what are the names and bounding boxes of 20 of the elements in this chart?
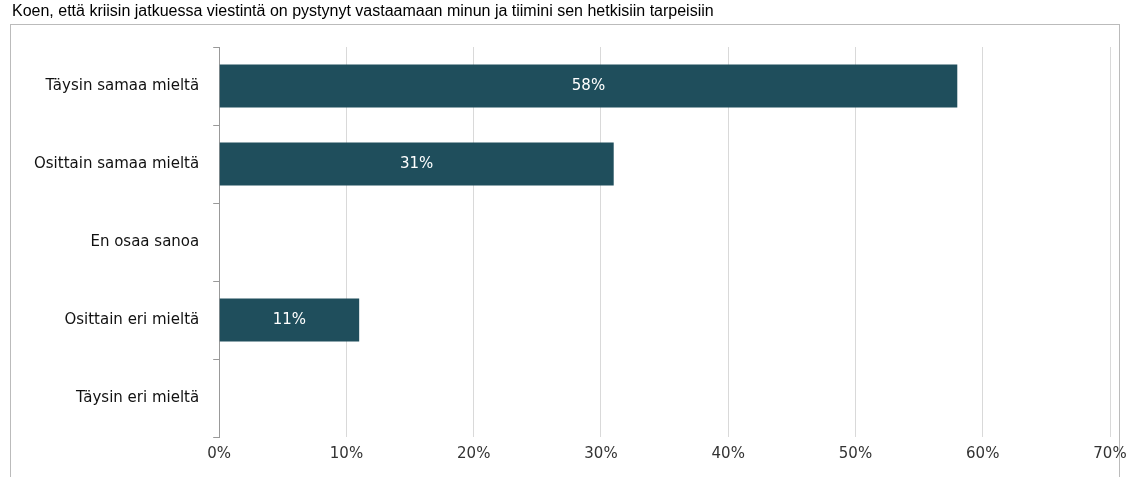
bar xyxy=(219,64,958,108)
data-label: 58% xyxy=(571,75,606,94)
x-tick-label: 50% xyxy=(838,443,873,462)
x-tick-label: 40% xyxy=(711,443,745,462)
bar xyxy=(219,142,614,186)
x-tick-label: 20% xyxy=(457,443,491,462)
x-tick-label: 30% xyxy=(584,443,618,462)
y-tick-label: Osittain eri mieltä xyxy=(64,309,200,328)
x-tick-label: 10% xyxy=(329,443,364,462)
y-tick-label: Täysin eri mieltä xyxy=(74,387,200,406)
x-tick-label: 70% xyxy=(1093,443,1127,462)
bar xyxy=(219,298,360,342)
x-tick-label: 0% xyxy=(207,443,232,462)
x-tick-label: 60% xyxy=(966,443,1000,462)
chart-title: Koen, että kriisin jatkuessa viestintä on pystynyt vastaamaan minun ja tiimini sen hetkisiin tarpeisiin xyxy=(12,2,714,20)
data-label: 11% xyxy=(272,309,307,328)
data-label: 31% xyxy=(400,153,434,172)
y-tick-label: Osittain samaa mieltä xyxy=(33,153,200,172)
y-tick-label: En osaa sanoa xyxy=(90,231,200,250)
y-tick-label: Täysin samaa mieltä xyxy=(44,75,200,94)
